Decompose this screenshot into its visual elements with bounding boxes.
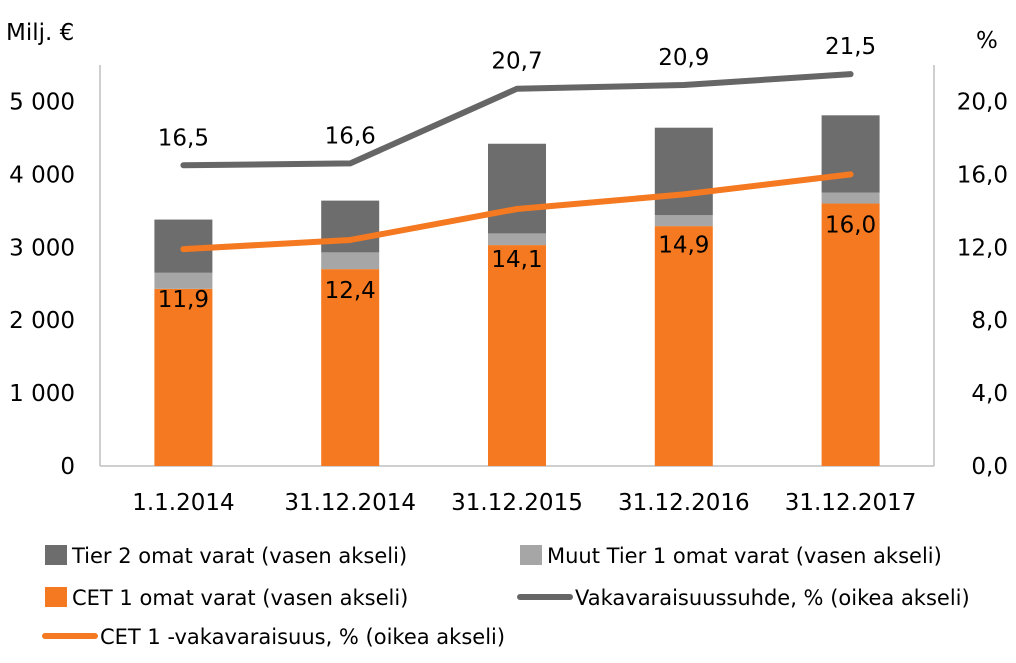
series-line — [180, 171, 854, 253]
right-axis-unit: % — [976, 28, 998, 54]
data-label: 12,4 — [325, 278, 376, 304]
bar-segment — [321, 252, 380, 270]
right-tick-label: 8,0 — [971, 308, 1008, 334]
legend-swatch — [520, 545, 542, 565]
bar-segment — [821, 203, 880, 466]
legend-swatch — [45, 587, 67, 607]
left-axis-unit: Milj. € — [6, 20, 74, 46]
data-label: 16,5 — [158, 125, 209, 151]
legend-swatch — [45, 545, 67, 565]
right-tick-label: 20,0 — [957, 89, 1008, 115]
legend-label: Vakavaraisuussuhde, % (oikea akseli) — [575, 586, 970, 610]
data-label: 14,9 — [658, 232, 709, 258]
right-tick-labels: 0,0 4,0 8,0 12,0 16,0 20,0 — [957, 89, 1008, 480]
data-label: 11,9 — [158, 287, 209, 313]
right-tick-label: 0,0 — [971, 454, 1008, 480]
left-tick-label: 3 000 — [9, 235, 75, 261]
right-tick-label: 12,0 — [957, 235, 1008, 261]
lines: 16,5 16,6 20,7 20,9 21,5 11,9 12,4 14,1 14,9 16,0 — [158, 34, 876, 313]
legend-label: CET 1 -vakavaraisuus, % (oikea akseli) — [100, 625, 505, 649]
bar-segment — [154, 288, 213, 466]
left-tick-label: 0 — [60, 454, 75, 480]
bar-segment — [821, 115, 880, 193]
left-tick-label: 4 000 — [9, 162, 75, 188]
data-label: 21,5 — [825, 34, 876, 60]
data-label: 20,7 — [491, 49, 542, 75]
bars — [154, 115, 880, 466]
bar-segment — [154, 272, 213, 289]
right-tick-label: 4,0 — [971, 381, 1008, 407]
bar-segment — [654, 127, 713, 216]
bar-segment — [488, 143, 546, 234]
x-tick-label: 31.12.2015 — [451, 490, 583, 516]
left-tick-label: 2 000 — [9, 308, 75, 334]
left-tick-label: 1 000 — [9, 381, 75, 407]
data-label: 16,0 — [825, 212, 876, 238]
series-line — [180, 71, 854, 169]
x-tick-label: 31.12.2014 — [284, 490, 416, 516]
x-tick-labels: 1.1.2014 31.12.2014 31.12.2015 31.12.2016 31… — [132, 490, 916, 516]
bar-segment — [488, 233, 546, 246]
x-tick-label: 31.12.2017 — [785, 490, 917, 516]
legend-label: Muut Tier 1 omat varat (vasen akseli) — [547, 544, 942, 568]
legend-label: Tier 2 omat varat (vasen akseli) — [71, 544, 407, 568]
legend: Tier 2 omat varat (vasen akseli) Muut Tie… — [42, 544, 970, 649]
data-label: 20,9 — [658, 45, 709, 71]
data-label: 14,1 — [491, 247, 542, 273]
legend-label: CET 1 omat varat (vasen akseli) — [72, 586, 408, 610]
bar-segment — [821, 192, 880, 204]
bar-segment — [654, 215, 713, 227]
left-tick-label: 5 000 — [9, 89, 75, 115]
data-label: 16,6 — [325, 123, 376, 149]
bar-segment — [321, 200, 380, 253]
bar-segment — [654, 226, 713, 466]
left-tick-labels: 0 1 000 2 000 3 000 4 000 5 000 — [9, 89, 75, 480]
x-tick-label: 1.1.2014 — [132, 490, 234, 516]
x-tick-label: 31.12.2016 — [618, 490, 750, 516]
bar-segment — [321, 269, 380, 466]
bar-segment — [488, 245, 546, 466]
right-tick-label: 16,0 — [957, 162, 1008, 188]
